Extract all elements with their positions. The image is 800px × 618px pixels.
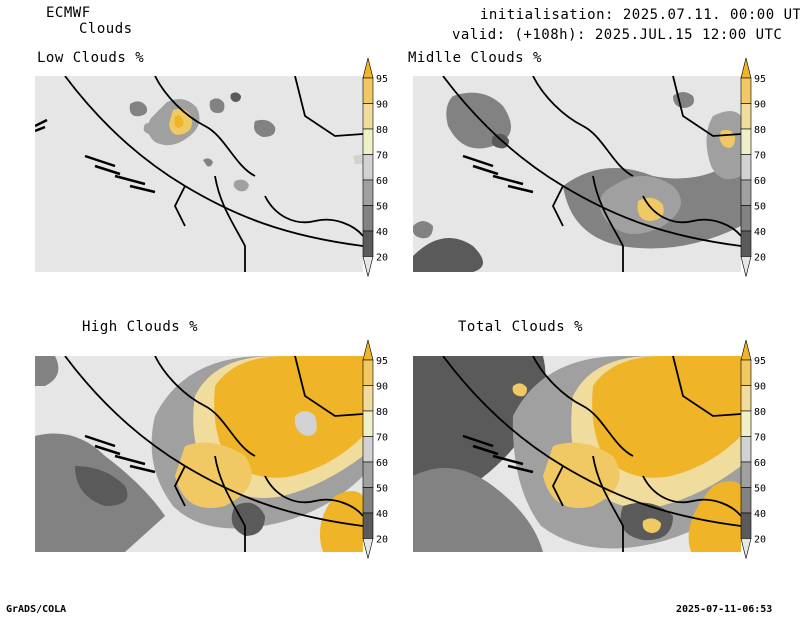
colorbar-tick-label: 60 bbox=[376, 458, 388, 469]
colorbar-band bbox=[740, 230, 752, 257]
colorbar-tick-label: 90 bbox=[376, 100, 388, 111]
colorbar-band bbox=[362, 77, 374, 104]
colorbar-band bbox=[740, 179, 752, 206]
colorbar-tick-label: 90 bbox=[754, 382, 766, 393]
colorbar-tick-label: 70 bbox=[376, 151, 388, 162]
colorbar-tick-label: 95 bbox=[754, 356, 766, 367]
colorbar-tick-label: 40 bbox=[754, 509, 766, 520]
map-high-clouds bbox=[35, 356, 363, 552]
borders bbox=[442, 356, 741, 552]
panel-title-total: Total Clouds % bbox=[458, 319, 584, 335]
coastline-islands bbox=[35, 118, 156, 194]
colorbar-tick-label: 95 bbox=[376, 74, 388, 85]
coastline-islands bbox=[84, 434, 156, 474]
map-low-clouds bbox=[35, 76, 363, 272]
colorbar-band bbox=[362, 103, 374, 130]
colorbar-band bbox=[740, 154, 752, 181]
colorbar-band bbox=[740, 77, 752, 104]
colorbar-band bbox=[740, 512, 752, 539]
colorbar-arrow-top bbox=[740, 57, 752, 79]
colorbar-tick-label: 90 bbox=[376, 382, 388, 393]
colorbar-band bbox=[362, 436, 374, 463]
colorbar-tick-label: 90 bbox=[754, 100, 766, 111]
colorbar-total: 95 90 80 70 60 50 40 20 bbox=[740, 339, 766, 559]
colorbar-band bbox=[740, 461, 752, 488]
cloud-shapes bbox=[413, 92, 741, 272]
colorbar-band bbox=[362, 461, 374, 488]
colorbar-band bbox=[740, 359, 752, 386]
colorbar-tick-label: 60 bbox=[754, 176, 766, 187]
field-label: Clouds bbox=[79, 21, 133, 37]
colorbar-middle: 95 90 80 70 60 50 40 20 bbox=[740, 57, 766, 277]
colorbar-tick-label: 60 bbox=[754, 458, 766, 469]
colorbar-band bbox=[740, 385, 752, 412]
colorbar-band bbox=[362, 179, 374, 206]
colorbar-band bbox=[740, 436, 752, 463]
colorbar-band bbox=[740, 128, 752, 155]
panel-title-low: Low Clouds % bbox=[37, 50, 145, 66]
panel-title-high: High Clouds % bbox=[82, 319, 199, 335]
map-total-clouds bbox=[413, 356, 741, 552]
coastline-islands bbox=[462, 154, 534, 194]
borders bbox=[64, 76, 363, 272]
footer-timestamp: 2025-07-11-06:53 bbox=[676, 604, 773, 615]
colorbar-band bbox=[740, 410, 752, 437]
cloud-shapes bbox=[129, 92, 363, 192]
colorbar-band bbox=[362, 154, 374, 181]
colorbar-tick-label: 50 bbox=[754, 484, 766, 495]
colorbar-tick-label: 70 bbox=[376, 433, 388, 444]
colorbar-band bbox=[362, 359, 374, 386]
colorbar-band bbox=[362, 205, 374, 232]
colorbar-band bbox=[362, 230, 374, 257]
panel-title-middle: Midlle Clouds % bbox=[408, 50, 542, 66]
colorbar-tick-label: 50 bbox=[376, 202, 388, 213]
colorbar-tick-label: 40 bbox=[754, 227, 766, 238]
colorbar-tick-label: 80 bbox=[754, 125, 766, 136]
colorbar-high: 95 90 80 70 60 50 40 20 bbox=[362, 339, 388, 559]
colorbar-tick-label: 60 bbox=[376, 176, 388, 187]
colorbar-tick-label: 50 bbox=[754, 202, 766, 213]
colorbar-low: 95 90 80 70 60 50 40 20 bbox=[362, 57, 388, 277]
colorbar-tick-label: 70 bbox=[754, 151, 766, 162]
colorbar-tick-label: 20 bbox=[376, 253, 388, 264]
colorbar-tick-label: 20 bbox=[754, 253, 766, 264]
colorbar-arrow-top bbox=[740, 339, 752, 361]
map-middle-clouds bbox=[413, 76, 741, 272]
coastline-islands bbox=[462, 434, 534, 474]
cloud-shapes bbox=[413, 356, 741, 552]
colorbar-tick-label: 40 bbox=[376, 227, 388, 238]
colorbar-tick-label: 95 bbox=[754, 74, 766, 85]
borders bbox=[64, 356, 363, 552]
colorbar-arrow-bottom bbox=[362, 256, 374, 277]
cloud-shapes bbox=[35, 356, 363, 552]
colorbar-arrow-bottom bbox=[740, 256, 752, 277]
colorbar-band bbox=[740, 487, 752, 514]
colorbar-tick-label: 40 bbox=[376, 509, 388, 520]
colorbar-arrow-top bbox=[362, 57, 374, 79]
colorbar-band bbox=[740, 205, 752, 232]
valid-time: valid: (+108h): 2025.JUL.15 12:00 UTC bbox=[452, 27, 783, 43]
colorbar-arrow-top bbox=[362, 339, 374, 361]
borders bbox=[442, 76, 741, 272]
colorbar-band bbox=[362, 128, 374, 155]
init-time: initialisation: 2025.07.11. 00:00 UTC bbox=[480, 7, 800, 23]
colorbar-band bbox=[740, 103, 752, 130]
colorbar-tick-label: 50 bbox=[376, 484, 388, 495]
colorbar-band bbox=[362, 487, 374, 514]
colorbar-tick-label: 70 bbox=[754, 433, 766, 444]
colorbar-band bbox=[362, 385, 374, 412]
colorbar-tick-label: 20 bbox=[376, 535, 388, 546]
colorbar-tick-label: 80 bbox=[376, 407, 388, 418]
colorbar-band bbox=[362, 410, 374, 437]
colorbar-tick-label: 95 bbox=[376, 356, 388, 367]
colorbar-tick-label: 20 bbox=[754, 535, 766, 546]
footer-software: GrADS/COLA bbox=[6, 604, 67, 615]
colorbar-tick-label: 80 bbox=[376, 125, 388, 136]
model-label: ECMWF bbox=[46, 5, 91, 21]
colorbar-tick-label: 80 bbox=[754, 407, 766, 418]
colorbar-band bbox=[362, 512, 374, 539]
colorbar-arrow-bottom bbox=[362, 538, 374, 559]
colorbar-arrow-bottom bbox=[740, 538, 752, 559]
